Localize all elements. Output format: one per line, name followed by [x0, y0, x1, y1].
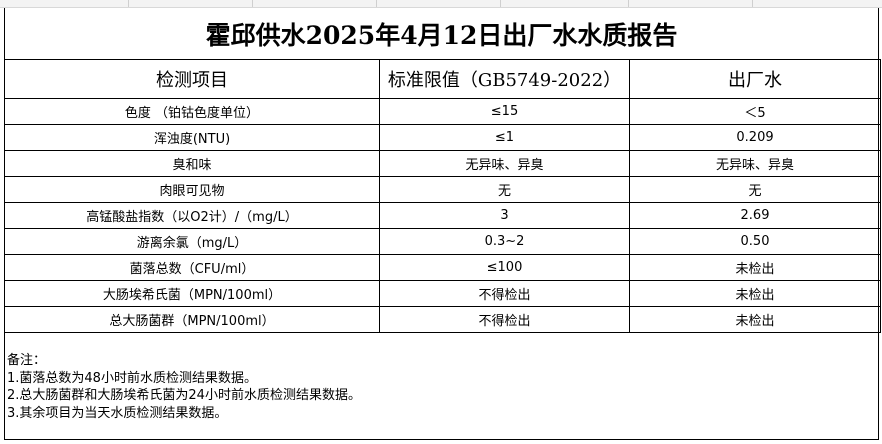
- standard-cell[interactable]: 无: [379, 176, 630, 203]
- standard-cell[interactable]: ≤15: [379, 98, 630, 125]
- note-line: 3.其余项目为当天水质检测结果数据。: [7, 405, 228, 421]
- table-row: 大肠埃希氏菌（MPN/100ml） 不得检出 未检出: [4, 280, 881, 307]
- result-cell[interactable]: 无: [629, 176, 881, 203]
- item-cell[interactable]: 色度 （铂钴色度单位）: [4, 98, 380, 125]
- table-row: 菌落总数（CFU/ml） ≤100 未检出: [4, 254, 881, 281]
- result-cell[interactable]: 未检出: [629, 280, 881, 307]
- standard-cell[interactable]: ≤100: [379, 254, 630, 281]
- table-row: 肉眼可见物无无: [4, 176, 881, 203]
- notes-label: 备注：: [7, 353, 47, 368]
- item-cell[interactable]: 总大肠菌群（MPN/100ml）: [4, 306, 380, 333]
- result-cell[interactable]: ＜5: [629, 98, 881, 125]
- item-cell[interactable]: 菌落总数（CFU/ml）: [4, 254, 380, 281]
- report-sheet: 霍邱供水2025年4月12日出厂水水质报告 检测项目 标准限值（GB5749-2…: [4, 8, 881, 440]
- item-cell[interactable]: 大肠埃希氏菌（MPN/100ml）: [4, 280, 380, 307]
- result-cell[interactable]: 2.69: [629, 202, 881, 229]
- item-cell[interactable]: 臭和味: [4, 150, 380, 177]
- notes: 备注： 1.菌落总数为48小时前水质检测结果数据。 2.总大肠菌群和大肠埃希氏菌为2…: [7, 352, 361, 422]
- table-row: 游离余氯（mg/L） 0.3~2 0.50: [4, 228, 881, 255]
- result-cell[interactable]: 无异味、异臭: [629, 150, 881, 177]
- standard-cell[interactable]: ≤1: [379, 124, 630, 151]
- standard-cell[interactable]: 无异味、异臭: [379, 150, 630, 177]
- standard-cell[interactable]: 0.3~2: [379, 228, 630, 255]
- quality-table: 检测项目 标准限值（GB5749-2022） 出厂水 色度 （铂钴色度单位） ≤1…: [4, 59, 881, 333]
- item-cell[interactable]: 高锰酸盐指数（以O2计）/（mg/L）: [4, 202, 380, 229]
- table-row: 浑浊度(NTU) ≤1 0.209: [4, 124, 881, 151]
- note-line: 1.菌落总数为48小时前水质检测结果数据。: [7, 370, 257, 386]
- table-header-row: 检测项目 标准限值（GB5749-2022） 出厂水: [4, 59, 881, 99]
- note-line: 2.总大肠菌群和大肠埃希氏菌为24小时前水质检测结果数据。: [7, 388, 361, 403]
- item-cell[interactable]: 浑浊度(NTU): [4, 124, 380, 151]
- standard-cell[interactable]: 3: [379, 202, 630, 229]
- item-cell[interactable]: 肉眼可见物: [4, 176, 380, 203]
- table-row: 总大肠菌群（MPN/100ml） 不得检出 未检出: [4, 306, 881, 333]
- header-item[interactable]: 检测项目: [4, 59, 380, 99]
- standard-cell[interactable]: 不得检出: [379, 280, 630, 307]
- standard-cell[interactable]: 不得检出: [379, 306, 630, 333]
- result-cell[interactable]: 未检出: [629, 254, 881, 281]
- column-header-bar[interactable]: [0, 0, 882, 8]
- item-cell[interactable]: 游离余氯（mg/L）: [4, 228, 380, 255]
- header-standard[interactable]: 标准限值（GB5749-2022）: [379, 59, 630, 99]
- table-row: 臭和味 无异味、异臭 无异味、异臭: [4, 150, 881, 177]
- result-cell[interactable]: 未检出: [629, 306, 881, 333]
- result-cell[interactable]: 0.209: [629, 124, 881, 151]
- result-cell[interactable]: 0.50: [629, 228, 881, 255]
- table-row: 色度 （铂钴色度单位） ≤15 ＜5: [4, 98, 881, 125]
- report-title: 霍邱供水2025年4月12日出厂水水质报告: [5, 8, 878, 60]
- header-result[interactable]: 出厂水: [629, 59, 881, 99]
- table-row: 高锰酸盐指数（以O2计）/（mg/L） 3 2.69: [4, 202, 881, 229]
